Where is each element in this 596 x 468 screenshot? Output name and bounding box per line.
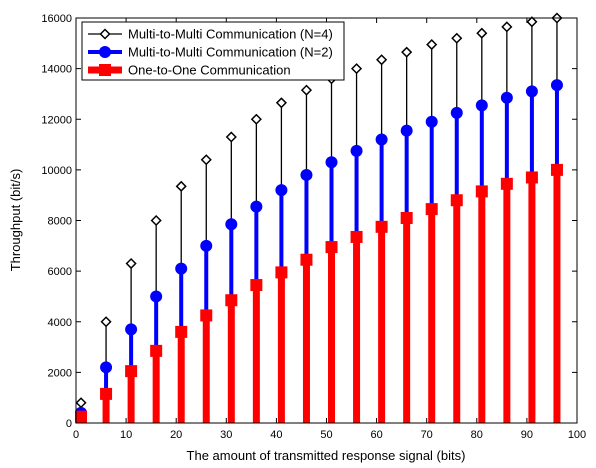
x-tick-label: 50 [320,429,332,441]
y-axis-label: Throughput (bit/s) [8,169,23,272]
x-tick-label: 70 [421,429,433,441]
stem-marker-circle [300,168,313,181]
stem-marker-square [475,185,488,198]
stem-marker-square [225,294,238,307]
stem-marker-square [150,344,163,357]
stem-marker-diamond [125,257,137,270]
stem-marker-square [350,230,363,243]
stem-marker-diamond [175,180,187,192]
stem-marker-diamond [275,97,287,109]
stem-marker-square [75,410,88,423]
stem-marker-square [175,325,188,338]
x-tick-label: 80 [471,429,483,441]
legend-label: Multi-to-Multi Communication (N=2) [128,45,333,60]
y-tick-label: 16000 [41,13,72,25]
y-tick-label: 14000 [41,64,72,76]
x-tick-label: 30 [220,429,232,441]
legend-marker-circle [99,46,111,58]
stem-marker-circle [375,133,388,146]
stem-marker-square [325,241,338,254]
x-tick-label: 20 [170,429,182,441]
stem-marker-circle [225,218,238,231]
stem-marker-square [525,171,538,184]
stem-marker-diamond [250,113,262,125]
y-tick-label: 8000 [48,216,72,228]
x-tick-label: 60 [370,429,382,441]
stem-marker-circle [425,115,438,128]
y-tick-label: 0 [66,418,72,430]
stem-marker-diamond [376,54,388,66]
x-axis-label: The amount of transmitted response signa… [187,448,466,463]
stem-marker-diamond [501,21,513,33]
stem-marker-circle [350,144,363,157]
stem-marker-square [375,220,388,233]
stem-marker-square [425,203,438,216]
stem-marker-circle [550,79,563,92]
y-tick-label: 6000 [48,266,72,278]
stem-marker-circle [450,106,463,119]
stem-marker-circle [275,184,288,197]
x-tick-label: 90 [521,429,533,441]
y-tick-label: 4000 [48,317,72,329]
stem-marker-diamond [476,27,488,39]
y-tick-label: 2000 [48,367,72,379]
x-tick-label: 40 [270,429,282,441]
stem-marker-circle [475,99,488,112]
x-tick-label: 100 [568,429,586,441]
stem-marker-diamond [100,316,112,328]
stem-marker-circle [400,124,413,137]
stem-marker-square [125,365,138,378]
stem-marker-diamond [150,214,162,227]
y-tick-label: 10000 [41,165,72,177]
axes-layer: 0 10 20 30 40 50 60 70 80 90 100 0 2000 4000 6000 8000 1… [41,13,586,441]
legend-label: Multi-to-Multi Communication (N=4) [128,27,333,42]
y-tick-label: 12000 [41,114,72,126]
stem-marker-square [100,387,113,400]
stem-marker-square [500,177,513,190]
x-tick-label: 10 [120,429,132,441]
stem-marker-diamond [350,63,363,75]
stem-marker-circle [175,262,188,275]
legend-marker-square [99,64,111,76]
x-tick-label: 0 [73,429,79,441]
stem-marker-circle [525,85,538,98]
stem-marker-square [275,266,288,279]
stem-marker-circle [200,239,213,252]
stem-marker-diamond [225,131,237,143]
stem-marker-square [450,194,463,207]
legend: Multi-to-Multi Communication (N=4) Multi-… [81,21,345,81]
stem-marker-circle [150,290,163,303]
stem-marker-square [300,253,313,266]
stem-marker-circle [125,323,138,336]
stem-marker-square [250,279,263,292]
legend-label: One-to-One Communication [128,63,291,78]
stem-marker-diamond [426,39,438,51]
stem-marker-diamond [401,46,413,58]
stem-marker-square [400,211,413,224]
stem-marker-square [550,163,563,176]
stem-marker-circle [250,200,263,213]
stem-marker-diamond [300,84,313,96]
stem-marker-circle [325,156,338,169]
stem-marker-circle [100,361,113,374]
markers-layer [75,12,563,423]
legend-box [81,21,345,81]
stem-marker-diamond [200,154,212,166]
stem-marker-diamond [526,16,538,28]
stem-marker-square [200,309,213,322]
stem-marker-circle [500,91,513,104]
legend-marker-diamond [99,28,111,40]
stem-marker-diamond [451,32,463,44]
